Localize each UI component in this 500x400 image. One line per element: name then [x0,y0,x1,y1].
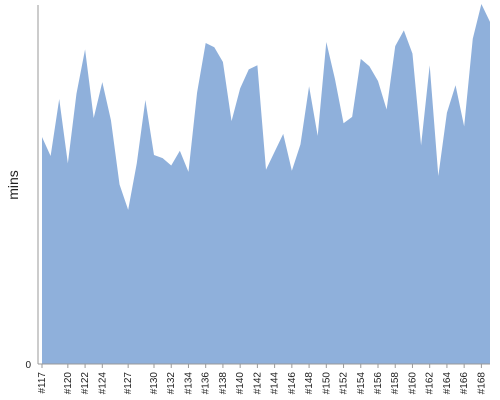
data-point [238,86,242,90]
data-point [204,41,208,45]
data-point [74,92,78,96]
data-point [445,111,449,115]
data-point [436,174,440,178]
data-point [186,170,190,174]
data-point [230,119,234,123]
data-point [324,40,328,44]
x-tick-label: #130 [149,372,160,395]
data-point [367,64,371,68]
data-point [488,20,492,24]
data-point [195,91,199,95]
x-tick-label: #132 [166,372,177,395]
x-tick-label: #158 [390,372,401,395]
x-tick-label: #122 [80,372,91,395]
data-point [109,118,113,122]
data-point [316,134,320,138]
data-point [143,98,147,102]
x-tick-label: #168 [476,372,487,395]
x-tick-label: #148 [304,372,315,395]
data-point [135,161,139,165]
data-point [307,84,311,88]
data-point [100,80,104,84]
x-tick-label: #150 [321,372,332,395]
x-tick-label: #124 [97,372,108,395]
data-point [255,63,259,67]
data-point [385,108,389,112]
x-tick-label: #154 [356,372,367,395]
plot-area [40,2,492,364]
data-point [393,44,397,48]
x-tick-label: #156 [373,372,384,395]
y-axis-label: mins [5,170,21,200]
x-tick-label: #142 [252,372,263,395]
data-point [273,150,277,154]
x-tick-label: #120 [63,372,74,395]
x-tick-label: #127 [123,372,134,395]
data-point [264,168,268,172]
data-point [428,63,432,67]
data-point [161,156,165,160]
data-point [247,67,251,71]
data-point [298,142,302,146]
data-point [402,28,406,32]
data-point [333,77,337,81]
series-area [42,3,490,364]
x-tick-label: #164 [442,372,453,395]
data-point [169,163,173,167]
data-point [342,121,346,125]
x-tick-label: #160 [407,372,418,395]
data-point [126,208,130,212]
x-tick-label: #146 [287,372,298,395]
x-ticks: #117 #120 #122 #124 #127 #130 #132 #134 #136 #138… [37,364,487,394]
data-point [92,116,96,120]
data-point [281,132,285,136]
y-tick-label: 0 [25,360,31,371]
data-point [118,183,122,187]
data-point [83,47,87,51]
x-tick-label: #152 [339,372,350,395]
data-point [410,52,414,56]
data-point [471,37,475,41]
x-tick-label: #144 [270,372,281,395]
data-point [152,153,156,157]
data-point [212,45,216,49]
data-point [178,149,182,153]
data-point [66,161,70,165]
x-tick-label: #134 [183,372,194,395]
x-tick-label: #166 [459,372,470,395]
data-point [350,115,354,119]
data-point [479,2,483,6]
data-point [290,169,294,173]
y-ticks: 0 [25,360,31,371]
data-point [221,60,225,64]
data-point [40,135,44,139]
data-point [57,97,61,101]
x-tick-label: #162 [425,372,436,395]
data-point [359,57,363,61]
data-point [462,124,466,128]
x-tick-label: #140 [235,372,246,395]
x-tick-label: #117 [37,372,48,394]
x-tick-label: #138 [218,372,229,395]
x-tick-label: #136 [201,372,212,395]
data-point [376,79,380,83]
data-point [419,143,423,147]
data-point [49,154,53,158]
data-point [454,83,458,87]
